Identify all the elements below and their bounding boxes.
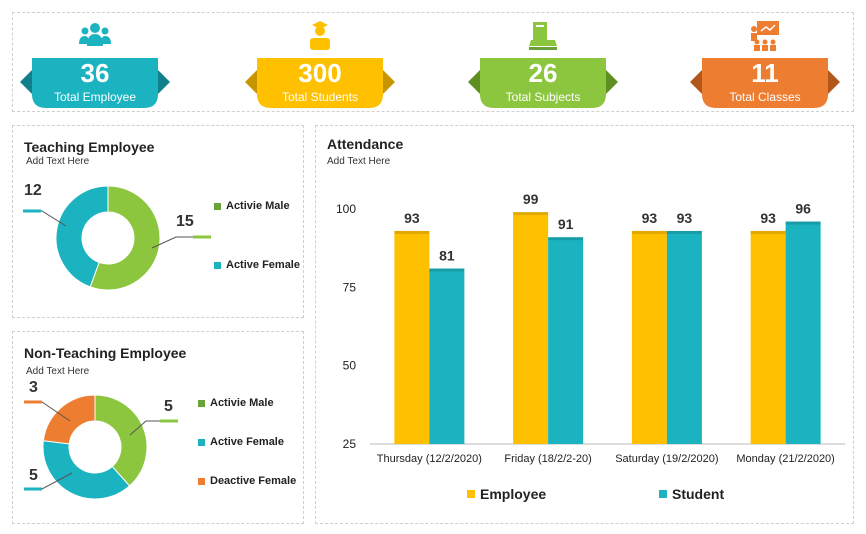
kpi-badge	[690, 58, 840, 108]
x-tick-label: Friday (18/2/2-20)	[504, 453, 591, 465]
kpi-label: Total Classes	[729, 90, 801, 104]
bar-top-shade	[394, 230, 430, 234]
leader-line	[129, 420, 160, 436]
data-label: 93	[760, 210, 776, 226]
teaching-female-value: 12	[24, 182, 42, 199]
kpi-value: 300	[298, 58, 342, 88]
legend-swatch	[214, 202, 221, 210]
legend-item: Deactive Female	[198, 475, 296, 487]
books-icon	[529, 22, 557, 50]
leader-marker	[24, 487, 42, 491]
kpi-value: 11	[751, 58, 779, 88]
teaching-male-value: 15	[176, 213, 194, 230]
legend-label: Student	[672, 486, 724, 502]
bar-student	[785, 221, 821, 444]
bar-employee	[394, 230, 430, 444]
kpi-total-employee: 36 Total Employee	[20, 20, 170, 108]
legend-swatch	[198, 399, 205, 407]
leader-marker	[23, 209, 41, 213]
legend-swatch	[214, 261, 221, 269]
kpi-label: Total Employee	[53, 90, 137, 104]
y-tick-label: 25	[343, 437, 357, 451]
y-tick-label: 50	[343, 359, 357, 373]
x-tick-label: Saturday (19/2/2020)	[615, 453, 718, 465]
kpi-badge	[245, 58, 395, 108]
bar-top-shade	[631, 230, 667, 234]
bar-top-shade	[548, 237, 584, 241]
bar-top-shade	[785, 221, 821, 225]
data-label: 93	[677, 210, 693, 226]
legend-item: Activie Male	[214, 200, 290, 212]
legend-item: Active Female	[198, 436, 284, 448]
kpi-badge	[20, 58, 170, 108]
slice-active-male	[89, 185, 161, 291]
y-tick-label: 75	[343, 280, 357, 294]
data-label: 91	[558, 216, 574, 232]
teaching-title: Teaching Employee	[24, 139, 155, 155]
leader-marker	[160, 419, 178, 423]
bar-employee	[631, 230, 667, 444]
leader-line	[151, 236, 194, 249]
slice-deactive-female	[42, 394, 96, 445]
legend-label: Activie Male	[210, 397, 274, 409]
attendance-bar-chart: 25 50 75 100 93 81 Thursday (12/2/2020) 99 91 Fri…	[336, 191, 845, 502]
people-icon	[79, 23, 111, 46]
kpi-total-classes: 11 Total Classes	[690, 20, 840, 108]
legend-label: Employee	[480, 486, 546, 502]
slice-active-male	[94, 394, 148, 487]
classroom-icon	[751, 21, 779, 51]
bar-student	[666, 230, 702, 444]
legend-item: Activie Male	[198, 397, 274, 409]
kpi-value: 26	[528, 58, 558, 88]
bar-top-shade	[750, 230, 786, 234]
x-tick-label: Thursday (12/2/2020)	[377, 453, 482, 465]
nonteaching-deactive-value: 3	[29, 379, 38, 396]
nonteaching-title: Non-Teaching Employee	[24, 345, 187, 361]
legend-swatch	[198, 438, 205, 446]
legend-swatch	[659, 490, 667, 498]
y-tick-label: 100	[336, 202, 356, 216]
slice-active-female	[55, 185, 109, 288]
nonteaching-donut-chart	[24, 394, 178, 500]
legend-swatch	[198, 477, 205, 485]
nonteaching-female-value: 5	[29, 467, 38, 484]
data-label: 99	[523, 191, 539, 207]
slice-active-female	[42, 440, 131, 500]
legend-label: Activie Male	[226, 200, 290, 212]
teaching-subtitle: Add Text Here	[26, 156, 90, 167]
kpi-total-subjects: 26 Total Subjects	[468, 20, 618, 108]
teaching-donut-chart	[23, 185, 211, 291]
legend-label: Deactive Female	[210, 475, 297, 487]
nonteaching-panel	[12, 331, 304, 524]
kpi-value: 36	[80, 58, 110, 88]
kpi-label: Total Students	[281, 90, 359, 104]
data-label: 81	[439, 248, 455, 264]
legend-label: Active Female	[226, 259, 300, 271]
kpi-label: Total Subjects	[505, 90, 581, 104]
leader-marker	[193, 235, 211, 239]
legend-swatch	[467, 490, 475, 498]
bar-top-shade	[513, 212, 549, 216]
leader-marker	[24, 400, 42, 404]
attendance-title: Attendance	[327, 136, 404, 152]
attendance-subtitle: Add Text Here	[327, 156, 391, 167]
nonteaching-male-value: 5	[164, 398, 173, 415]
bar-top-shade	[666, 230, 702, 234]
bar-employee	[750, 230, 786, 444]
data-label: 93	[404, 210, 420, 226]
data-label: 96	[795, 201, 811, 217]
student-icon	[310, 21, 330, 50]
kpi-badge	[468, 58, 618, 108]
data-label: 93	[642, 210, 658, 226]
bar-employee	[513, 212, 549, 444]
bar-top-shade	[429, 268, 465, 272]
x-tick-label: Monday (21/2/2020)	[736, 453, 834, 465]
legend-item: Active Female	[214, 259, 300, 271]
bar-student	[429, 268, 465, 444]
bar-student	[548, 237, 584, 444]
nonteaching-subtitle: Add Text Here	[26, 366, 90, 377]
kpi-total-students: 300 Total Students	[245, 20, 395, 108]
legend-label: Active Female	[210, 436, 284, 448]
